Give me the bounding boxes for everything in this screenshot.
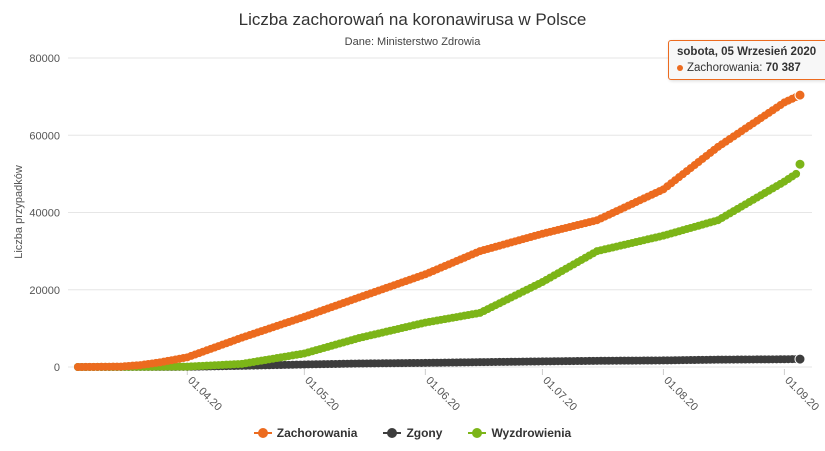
y-tick-label: 0 (54, 362, 60, 374)
x-tick-label: 01.05.20 (302, 375, 341, 414)
data-series (74, 89, 806, 371)
chart-title: Liczba zachorowań na koronawirusa w Pols… (238, 10, 587, 29)
legend-label-zgony: Zgony (406, 426, 443, 440)
x-axis: 01.04.20 01.05.20 01.06.20 01.07.20 01.08.20… (185, 369, 821, 413)
x-tick-label: 01.04.20 (185, 375, 224, 414)
y-tick-label: 40000 (29, 208, 60, 220)
x-tick-label: 01.08.20 (661, 375, 700, 414)
legend-item-zgony[interactable]: Zgony (383, 426, 442, 440)
legend-symbol-wyzdrowienia (468, 428, 487, 438)
data-point[interactable] (794, 158, 806, 170)
series-zgony (74, 353, 806, 371)
tooltip: sobota, 05 Wrzesień 2020 Zachorowania: 7… (668, 40, 825, 80)
tooltip-date: sobota, 05 Wrzesień 2020 (677, 46, 817, 58)
chart-subtitle: Dane: Ministerstwo Zdrowia (344, 36, 481, 48)
y-tick-label: 60000 (29, 130, 60, 142)
y-axis: 0 20000 40000 60000 80000 (29, 53, 60, 374)
legend-symbol-zgony (383, 428, 402, 438)
tooltip-series-dot (677, 64, 683, 71)
x-tick-label: 01.07.20 (540, 375, 579, 414)
y-tick-label: 20000 (29, 285, 60, 297)
tooltip-row: Zachorowania: 70 387 (677, 62, 825, 74)
data-point[interactable] (792, 169, 801, 178)
legend-item-wyzdrowienia[interactable]: Wyzdrowienia (468, 426, 571, 440)
legend: Zachorowania Zgony Wyzdrowienia (0, 426, 825, 440)
y-tick-label: 80000 (29, 53, 60, 65)
tooltip-value: 70 387 (765, 62, 801, 74)
legend-item-zachorowania[interactable]: Zachorowania (253, 426, 358, 440)
grid-lines (68, 57, 812, 368)
y-axis-label: Liczba przypadków (13, 165, 25, 259)
tooltip-series-label: Zachorowania: (687, 62, 763, 74)
legend-label-wyzdrowienia: Wyzdrowienia (491, 426, 572, 440)
x-tick-label: 01.09.20 (782, 375, 821, 414)
legend-symbol-zachorowania (253, 428, 272, 438)
x-tick-label: 01.06.20 (423, 375, 462, 414)
data-point[interactable] (794, 89, 806, 101)
series-zachorowania (74, 89, 806, 371)
legend-label-zachorowania: Zachorowania (276, 426, 358, 440)
data-point[interactable] (794, 353, 806, 365)
